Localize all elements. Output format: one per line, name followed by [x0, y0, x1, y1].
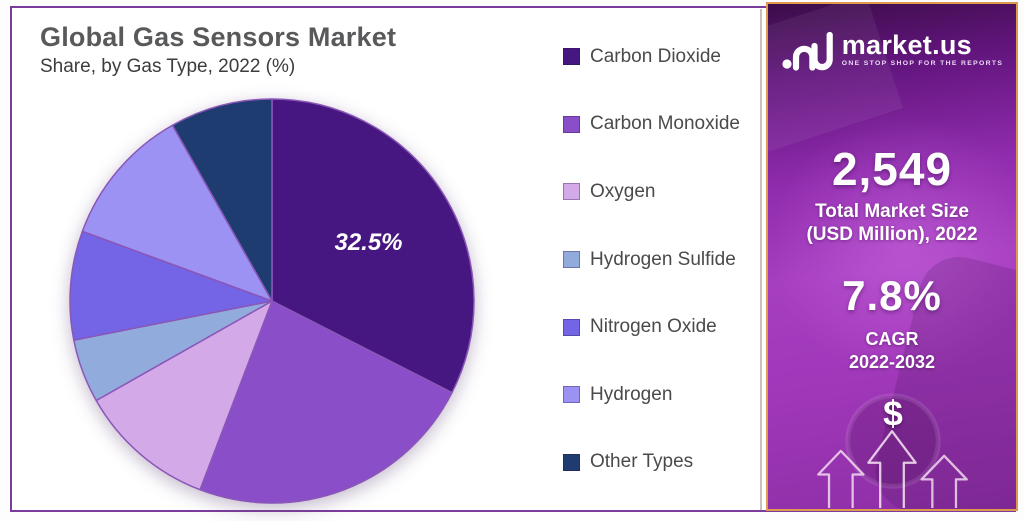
chart-legend: Carbon Dioxide Carbon Monoxide Oxygen Hy… [563, 23, 759, 496]
legend-item-carbon-dioxide: Carbon Dioxide [563, 23, 759, 91]
chart-title: Global Gas Sensors Market [40, 22, 397, 52]
legend-label: Hydrogen [590, 383, 673, 405]
panel-divider [760, 9, 762, 510]
pie-slice-carbon-monoxide [199, 300, 453, 504]
market-size-label: Total Market Size (USD Million), 2022 [768, 200, 1016, 246]
legend-swatch-carbon-dioxide [563, 48, 580, 66]
cagr-label: CAGR 2022-2032 [768, 328, 1016, 374]
cagr-value: 7.8% [842, 272, 942, 319]
growth-arrow-center [867, 430, 917, 508]
legend-item-hydrogen-sulfide: Hydrogen Sulfide [563, 226, 759, 294]
legend-label: Carbon Monoxide [590, 113, 740, 135]
cagr-label-line2: 2022-2032 [848, 352, 936, 372]
pie-slice-oxygen [95, 300, 273, 491]
brand-sidebar: market.us ONE STOP SHOP FOR THE REPORTS … [766, 2, 1018, 511]
legend-label: Nitrogen Oxide [590, 316, 717, 338]
pie-slice-carbon-dioxide [271, 98, 475, 394]
legend-item-carbon-monoxide: Carbon Monoxide [563, 91, 759, 159]
growth-arrow-right [920, 454, 968, 508]
pie-chart: 32.5% [69, 98, 475, 504]
market-size-label-line2: (USD Million), 2022 [806, 224, 978, 245]
legend-label: Other Types [590, 451, 694, 473]
marketus-logo-icon [782, 31, 833, 71]
brand-tagline: ONE STOP SHOP FOR THE REPORTS [841, 59, 1004, 67]
pie-slice-label: 32.5% [334, 229, 402, 256]
legend-label: Oxygen [590, 180, 656, 202]
legend-item-hydrogen: Hydrogen [563, 361, 759, 429]
legend-label: Carbon Dioxide [590, 45, 721, 67]
legend-swatch-other-types [563, 453, 580, 471]
legend-item-other-types: Other Types [563, 429, 759, 497]
background-photo-overlay [768, 4, 903, 155]
dollar-icon: $ [883, 393, 903, 433]
pie-slice-hydrogen [81, 124, 273, 302]
legend-swatch-hydrogen-sulfide [563, 251, 580, 269]
legend-item-oxygen: Oxygen [563, 158, 759, 226]
legend-swatch-nitrogen-oxide [563, 318, 580, 336]
growth-arrows-icon: $ [817, 393, 968, 508]
pie-slice-other-types [171, 98, 273, 302]
market-size-value: 2,549 [831, 143, 953, 195]
brand-logo: market.us ONE STOP SHOP FOR THE REPORTS [768, 26, 1016, 72]
cagr-label-line1: CAGR [865, 329, 919, 349]
legend-swatch-carbon-monoxide [563, 115, 580, 133]
pie-slice-nitrogen-oxide [69, 230, 273, 341]
growth-arrow-left [817, 449, 865, 508]
legend-label: Hydrogen Sulfide [590, 248, 736, 270]
legend-swatch-hydrogen [563, 386, 580, 404]
market-size-label-line1: Total Market Size [815, 201, 969, 222]
legend-swatch-oxygen [563, 183, 580, 201]
brand-name: market.us [841, 29, 972, 60]
legend-item-nitrogen-oxide: Nitrogen Oxide [563, 293, 759, 361]
chart-subtitle: Share, by Gas Type, 2022 (%) [40, 56, 296, 77]
